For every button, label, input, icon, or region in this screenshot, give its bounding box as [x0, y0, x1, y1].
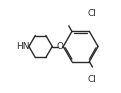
Text: O: O: [57, 42, 64, 51]
Text: Cl: Cl: [88, 75, 97, 84]
Text: HN: HN: [16, 42, 29, 51]
Text: Cl: Cl: [88, 9, 97, 18]
